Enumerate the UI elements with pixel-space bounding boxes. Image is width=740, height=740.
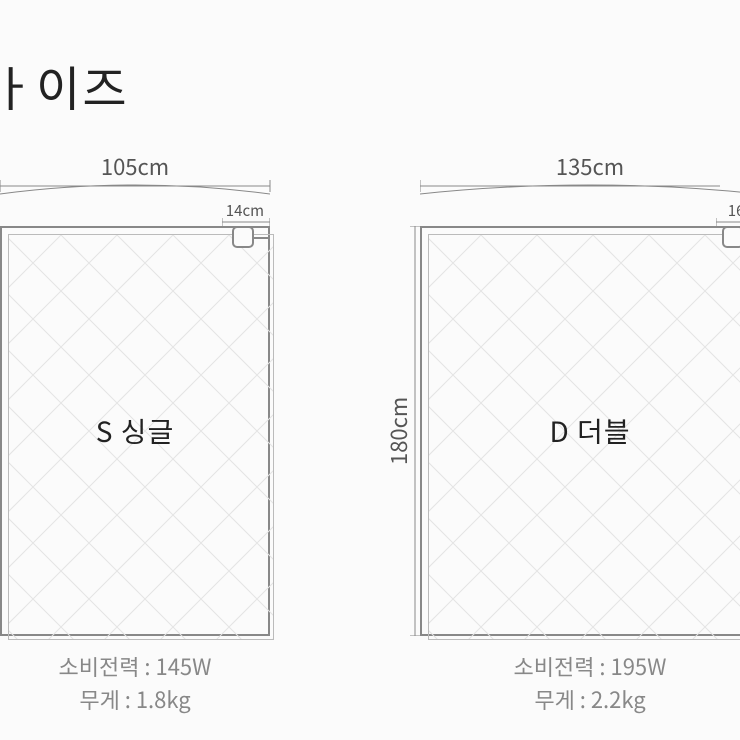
mat-label-double: D 더블 [422, 228, 740, 634]
specs-single: 소비전력 : 145W 무게 : 1.8kg [0, 650, 270, 716]
spec-weight-single: 무게 : 1.8kg [0, 683, 270, 716]
spec-power-single: 소비전력 : 145W [0, 650, 270, 683]
corner-dim-line-single [222, 218, 270, 226]
spec-weight-double: 무게 : 2.2kg [420, 683, 740, 716]
width-arc-double [420, 182, 740, 196]
height-label-double: 180cm [382, 226, 412, 636]
width-arc-single [0, 182, 270, 196]
width-label-double: 135cm [420, 150, 740, 182]
width-label-single: 105cm [0, 150, 270, 182]
spec-power-double: 소비전력 : 195W [420, 650, 740, 683]
specs-double: 소비전력 : 195W 무게 : 2.2kg [420, 650, 740, 716]
height-dim-line-double [410, 226, 420, 636]
mat-label-single: S 싱글 [2, 228, 268, 634]
corner-dim-line-double [716, 218, 740, 226]
mat-single: S 싱글 [0, 226, 270, 636]
mat-double: D 더블 [420, 226, 740, 636]
section-title: ㅏ이즈 [0, 50, 128, 120]
